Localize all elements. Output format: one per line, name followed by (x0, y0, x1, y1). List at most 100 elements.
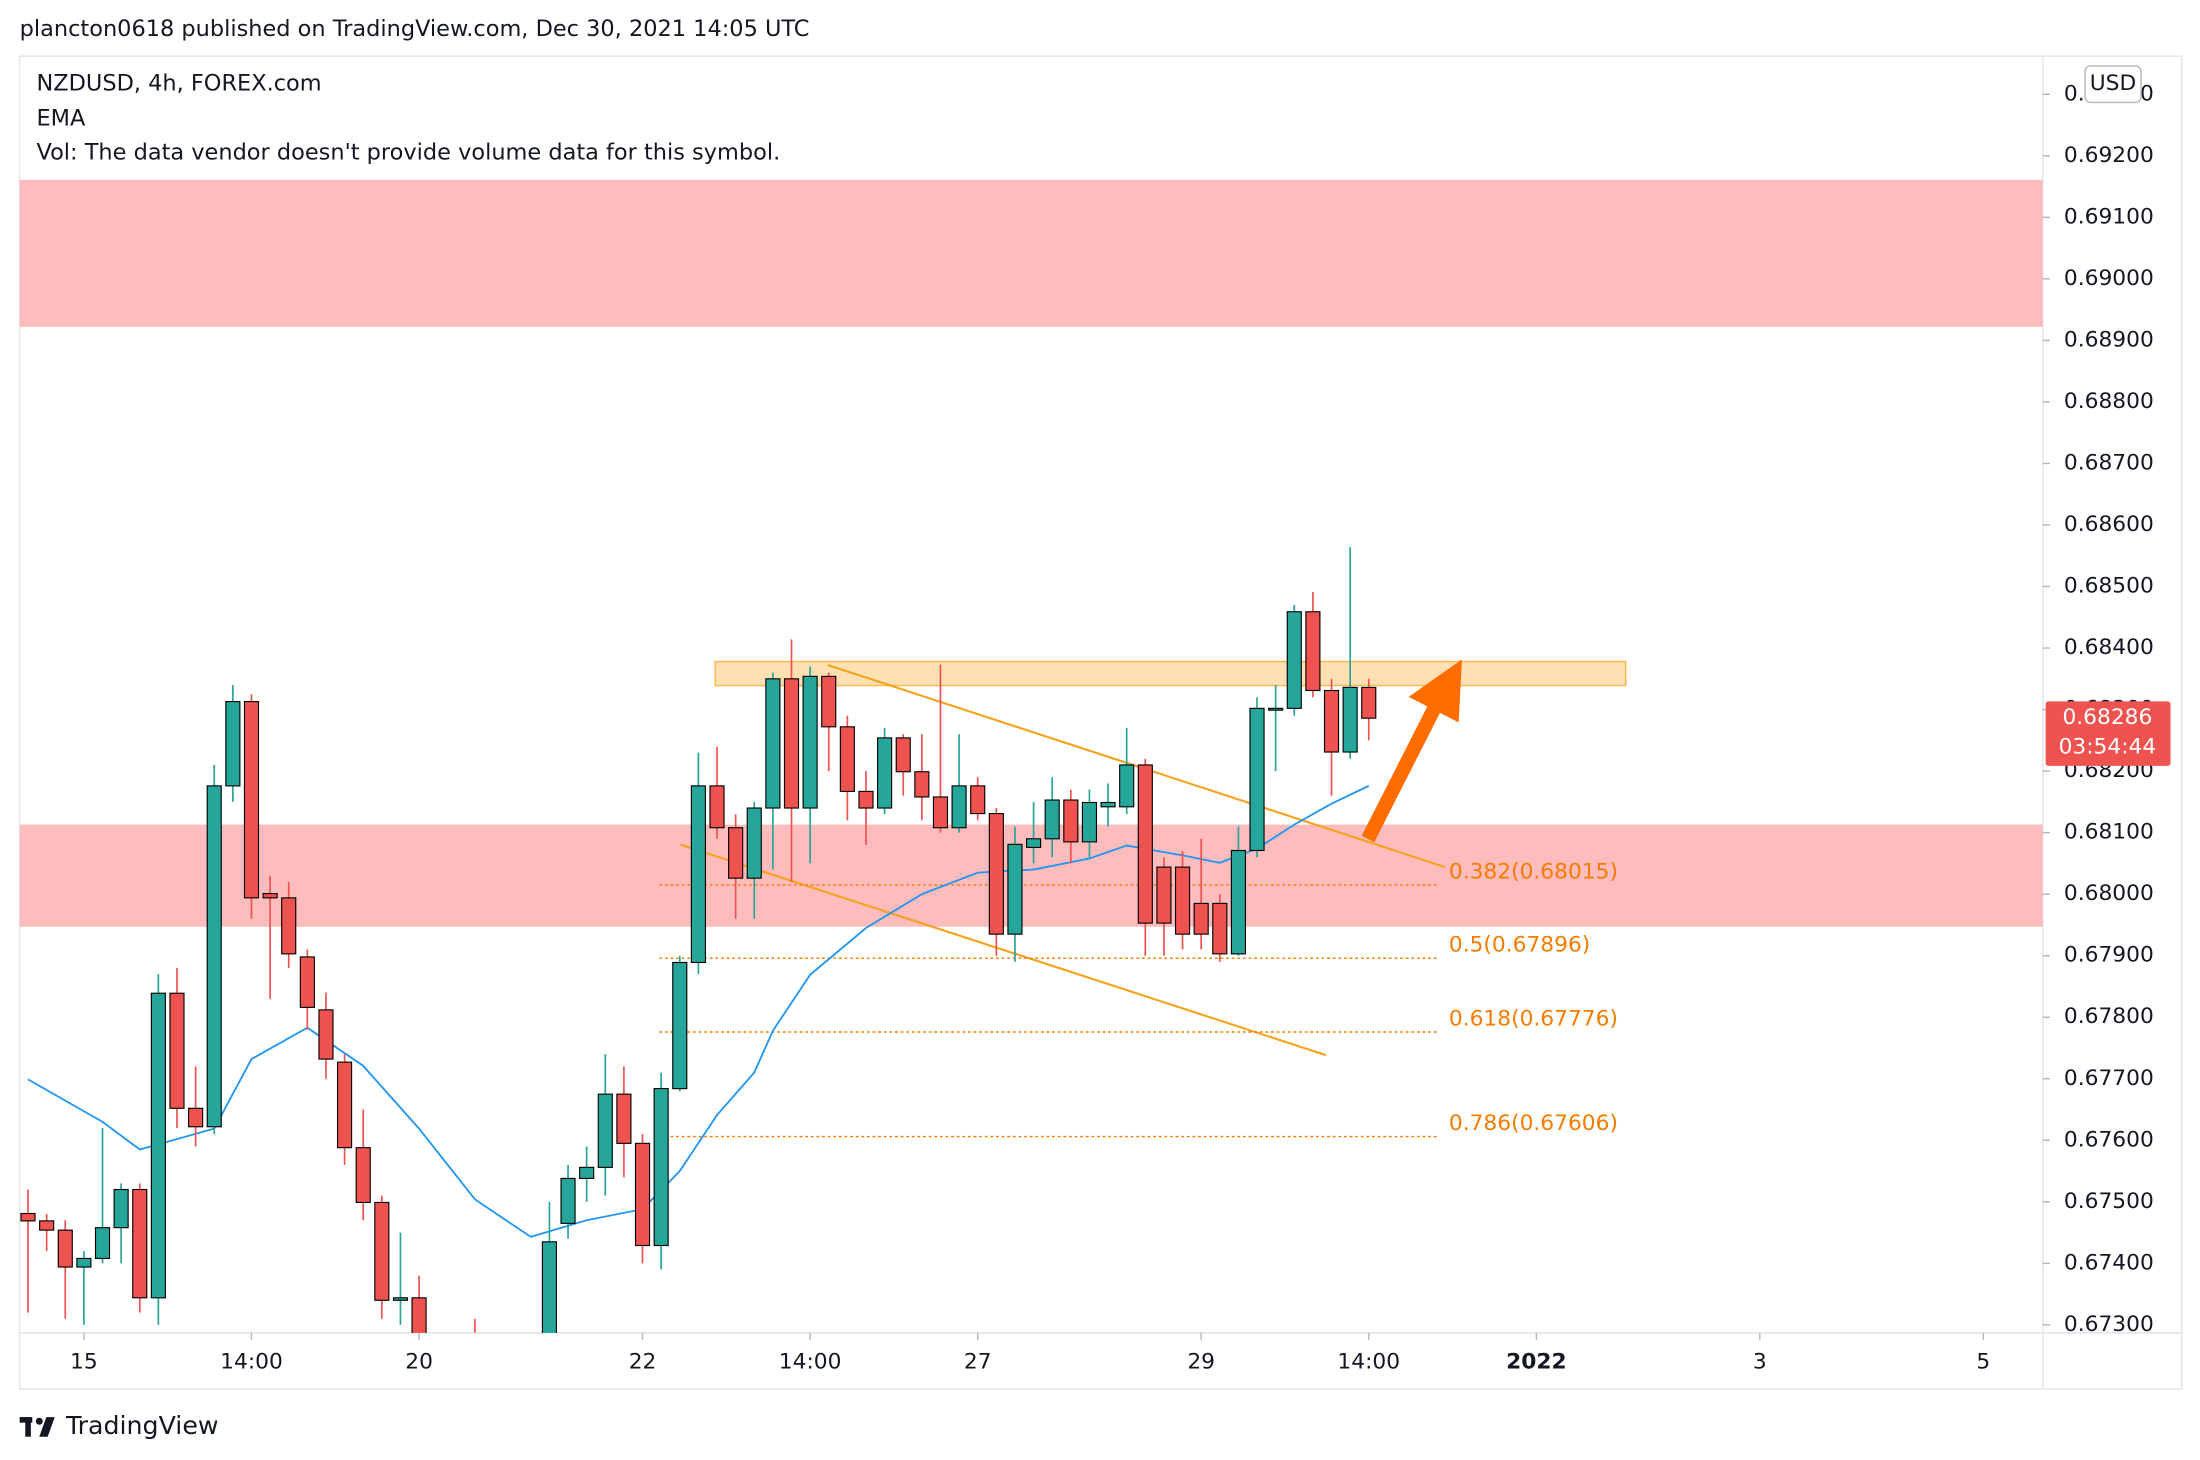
candle-body (225, 701, 241, 787)
y-tick-label: 0.68100 (2064, 820, 2154, 845)
candle-body (113, 1188, 129, 1229)
candle-body (411, 1297, 427, 1333)
candle-body (1286, 611, 1302, 709)
published-line: plancton0618 published on TradingView.co… (20, 16, 810, 42)
candle-body (39, 1220, 55, 1231)
candle-body (299, 956, 315, 1008)
y-tick-label: 0.67800 (2064, 1004, 2154, 1029)
candle-body (355, 1147, 371, 1204)
candle-body (560, 1177, 576, 1224)
fib-label: 0.5(0.67896) (1449, 933, 1590, 958)
tradingview-logo (19, 1417, 55, 1437)
candle-body (206, 785, 222, 1128)
last-price-tag (2045, 701, 2171, 766)
candle-body (653, 1088, 669, 1247)
x-tick-label: 14:00 (1337, 1349, 1400, 1374)
candle-body (597, 1093, 613, 1168)
drawings (659, 664, 1446, 1138)
candle-body (914, 771, 930, 798)
y-tick-label: 0.68900 (2064, 327, 2154, 352)
channel-upper (827, 664, 1446, 869)
indicator-legend: EMA (36, 106, 86, 132)
y-tick-label: 0.67400 (2064, 1250, 2154, 1275)
fib-label: 0.382(0.68015) (1449, 859, 1618, 884)
candle-body (150, 992, 166, 1299)
y-tick-label: 0.69200 (2064, 143, 2154, 168)
y-tick-label: 0.68600 (2064, 512, 2154, 537)
logo-part (35, 1417, 43, 1425)
candle-body (188, 1107, 204, 1128)
x-tick-label: 22 (629, 1349, 657, 1374)
countdown: 03:54:44 (2059, 735, 2157, 760)
candle-body (1100, 801, 1116, 808)
x-tick-label: 14:00 (779, 1349, 842, 1374)
candle-body (1342, 686, 1358, 753)
x-tick-label: 2022 (1506, 1349, 1567, 1374)
logo-part (25, 1417, 31, 1437)
candle-body (877, 737, 893, 809)
x-tick-label: 3 (1753, 1349, 1767, 1374)
zones (19, 179, 2043, 927)
x-tick-label: 5 (1976, 1349, 1990, 1374)
y-tick-label: 0.67300 (2064, 1312, 2154, 1337)
candle-body (988, 813, 1004, 935)
candle-body (858, 790, 874, 809)
candle-body (1305, 611, 1321, 692)
candle-body (1268, 707, 1284, 711)
x-tick-label: 29 (1187, 1349, 1215, 1374)
y-tick-label: 0.67900 (2064, 943, 2154, 968)
candle-body (765, 678, 781, 809)
candle-body (1249, 707, 1265, 852)
candle-body (1081, 801, 1098, 843)
candle-body (672, 961, 688, 1090)
candle-body (746, 807, 762, 879)
y-tick-label: 0.68500 (2064, 574, 2154, 599)
candle-body (1063, 799, 1079, 843)
candle-body (728, 827, 744, 879)
channel-lower (680, 843, 1327, 1057)
candle-body (1026, 838, 1042, 848)
candle-body (392, 1297, 409, 1301)
arrow (1361, 659, 1462, 843)
candle-body (709, 785, 725, 829)
x-tick-label: 20 (405, 1349, 433, 1374)
y-tick-label: 0.67700 (2064, 1066, 2154, 1091)
candle-body (802, 675, 818, 809)
candle-body (579, 1166, 595, 1180)
x-tick-label: 27 (964, 1349, 992, 1374)
candle-body (76, 1257, 92, 1268)
candle-body (243, 701, 260, 899)
candle-body (57, 1229, 73, 1268)
candle-body (1137, 764, 1153, 924)
y-tick-label: 0.69100 (2064, 204, 2154, 229)
candle-body (783, 678, 800, 809)
fib-label: 0.786(0.67606) (1449, 1111, 1618, 1136)
y-tick-label: 0.68000 (2064, 881, 2154, 906)
x-tick-label: 15 (70, 1349, 98, 1374)
logo-part (39, 1417, 55, 1437)
candles (20, 547, 1377, 1333)
candle-body (94, 1227, 111, 1259)
axes: 0.67300 0.67400 0.67500 0.67600 0.67700 0.678… (70, 65, 2171, 1374)
candle-body (318, 1009, 334, 1060)
candle-body (132, 1188, 148, 1299)
last-price: 0.68286 (2062, 705, 2152, 730)
candle-body (634, 1142, 651, 1247)
brand: TradingView (65, 1411, 219, 1440)
volume-note: Vol: The data vendor doesn't provide vol… (36, 139, 780, 165)
currency-button[interactable]: USD (2090, 71, 2136, 96)
candle-body (1174, 866, 1191, 935)
candle-body (541, 1241, 557, 1333)
candle-body (1119, 764, 1135, 808)
candle-body (1361, 686, 1377, 719)
candle-body (951, 785, 967, 829)
candle-body (616, 1093, 632, 1144)
candle-body (1230, 849, 1246, 955)
candle-body (1193, 902, 1209, 935)
candle-body (690, 785, 706, 964)
zone (714, 660, 1627, 687)
candle-body (1044, 799, 1060, 840)
chart-frame (18, 55, 2183, 1390)
candle-body (262, 892, 278, 899)
